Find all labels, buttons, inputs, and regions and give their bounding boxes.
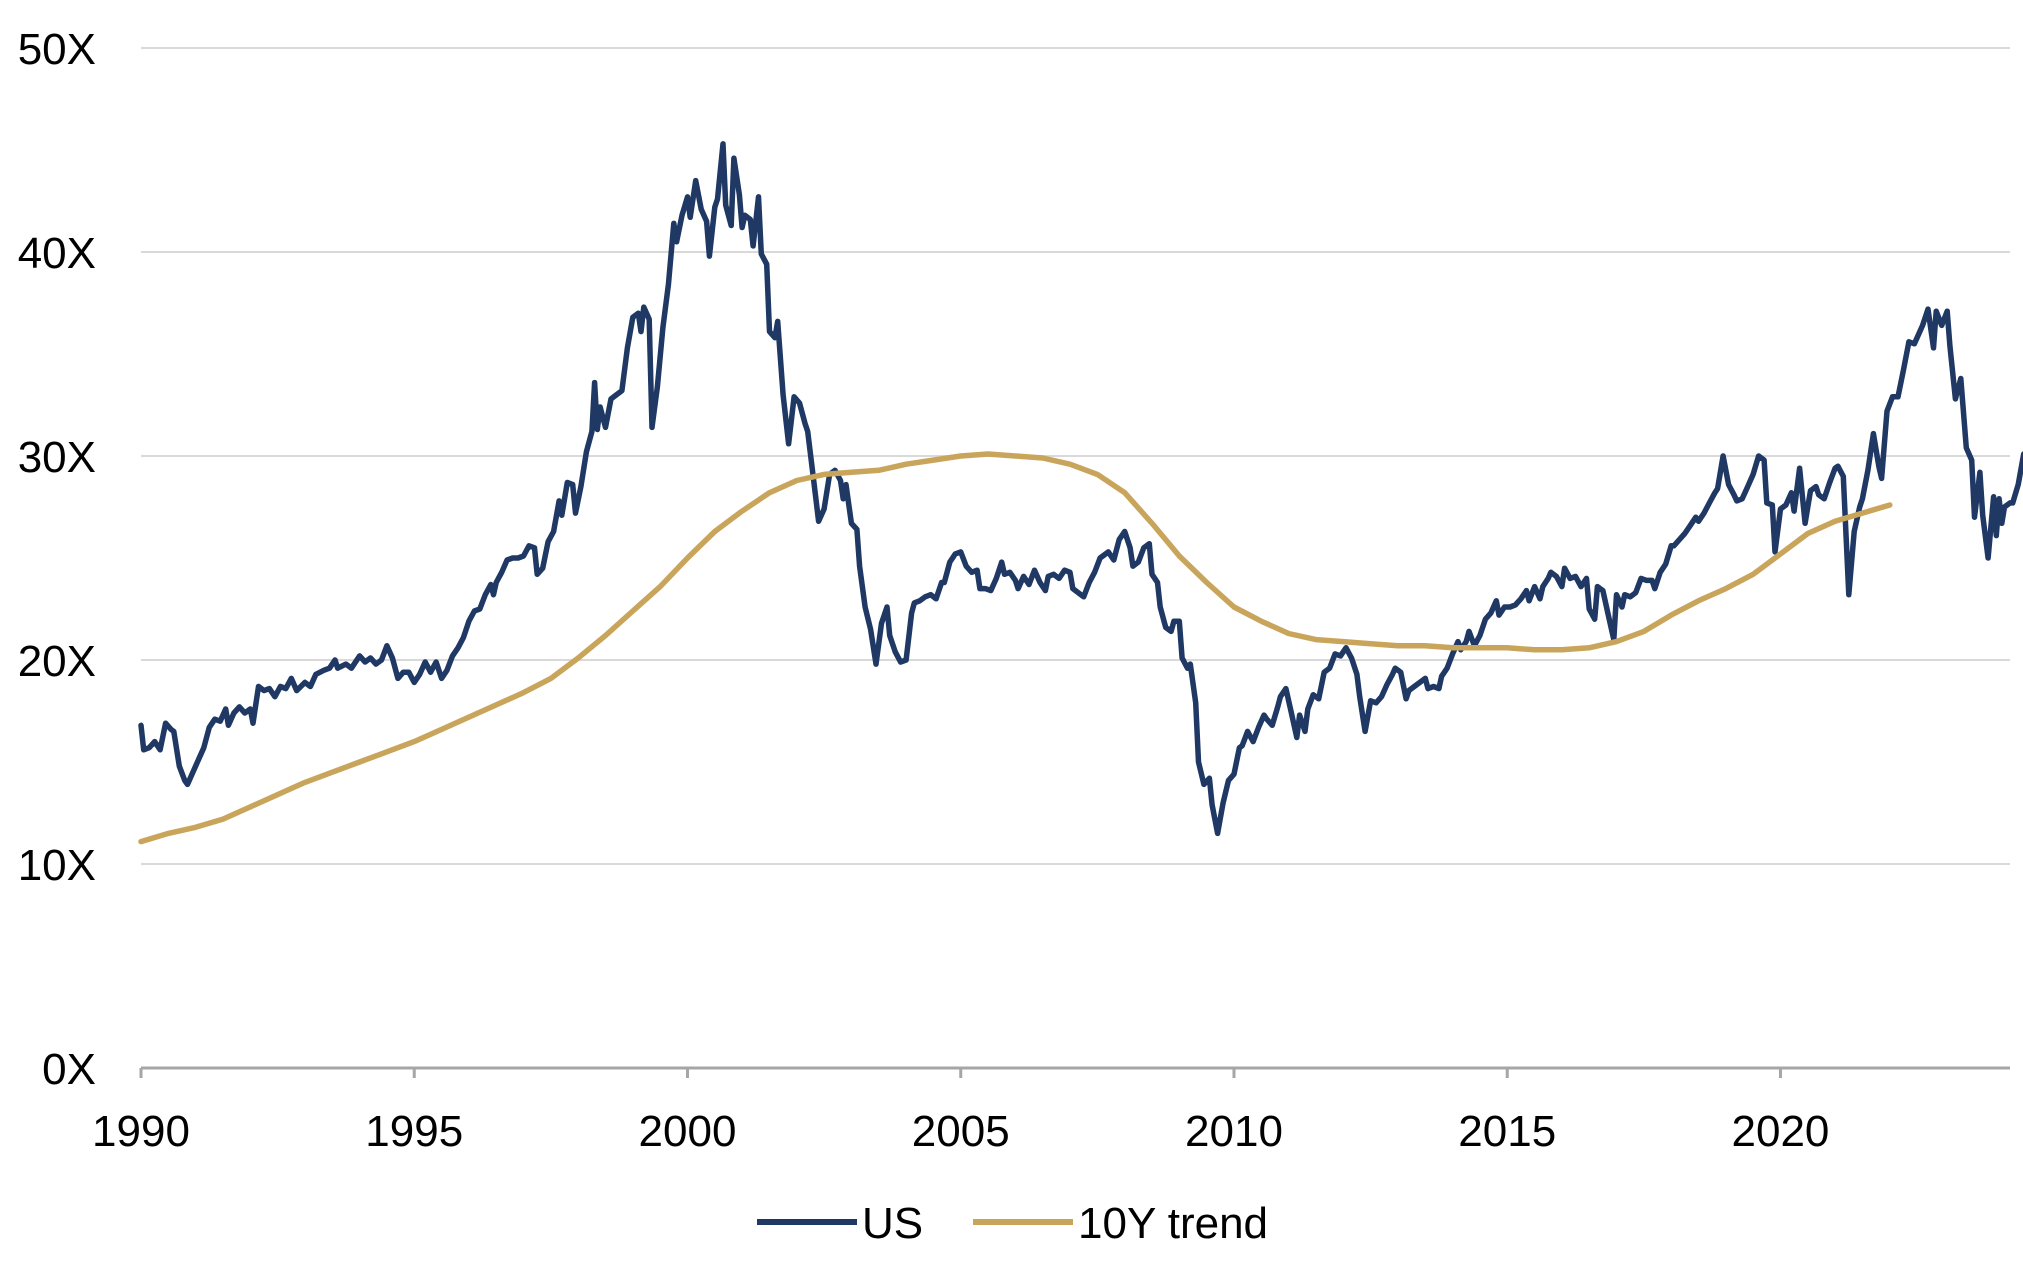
x-tick-label: 2020 bbox=[1732, 1107, 1830, 1156]
y-tick-label: 30X bbox=[18, 433, 96, 482]
y-tick-label: 10X bbox=[18, 841, 96, 890]
series-lines bbox=[138, 141, 2023, 845]
y-tick-labels: 0X 10X 20X 30X 40X 50X bbox=[18, 25, 96, 1094]
x-tick-label: 1990 bbox=[92, 1107, 190, 1156]
x-tick-label: 1995 bbox=[365, 1107, 463, 1156]
legend-label-us: US bbox=[862, 1199, 923, 1248]
series-line-10y-trend bbox=[138, 451, 1893, 845]
y-tick-label: 20X bbox=[18, 637, 96, 686]
series-line-us bbox=[138, 141, 2023, 837]
x-tick-label: 2015 bbox=[1458, 1107, 1556, 1156]
x-tick-label: 2005 bbox=[912, 1107, 1010, 1156]
gridlines bbox=[141, 47, 2010, 865]
y-tick-label: 50X bbox=[18, 25, 96, 74]
legend-label-10y-trend: 10Y trend bbox=[1078, 1199, 1268, 1248]
x-axis bbox=[139, 1066, 2010, 1078]
x-tick-labels: 1990 1995 2000 2005 2010 2015 2020 bbox=[92, 1107, 1829, 1156]
x-tick-label: 2010 bbox=[1185, 1107, 1283, 1156]
y-tick-label: 40X bbox=[18, 229, 96, 278]
legend: US 10Y trend bbox=[757, 1199, 1268, 1248]
x-tick-label: 2000 bbox=[639, 1107, 737, 1156]
y-tick-label: 0X bbox=[42, 1045, 96, 1094]
